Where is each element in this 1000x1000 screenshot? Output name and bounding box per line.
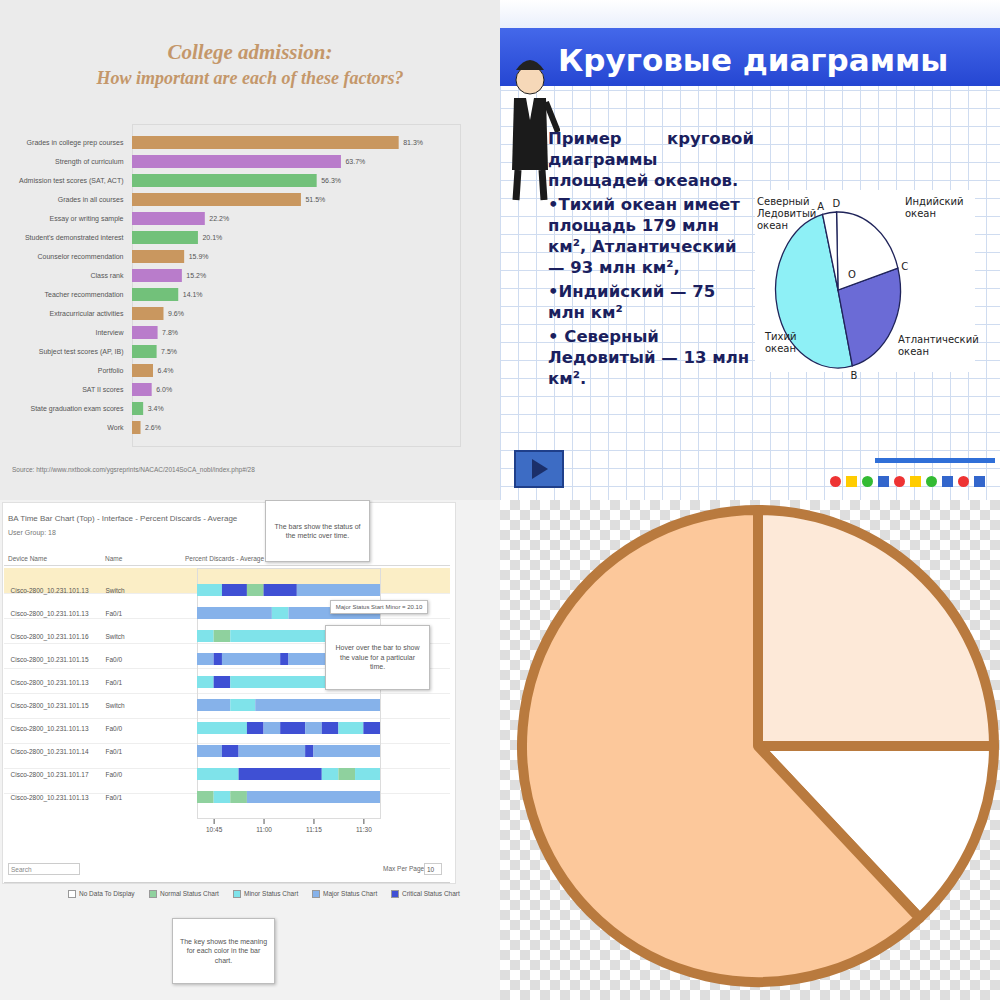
- svg-text:Cisco-2800_10.231.101.14: Cisco-2800_10.231.101.14: [11, 748, 89, 756]
- svg-text:Switch: Switch: [106, 587, 126, 594]
- svg-text:Cisco-2800_10.231.101.17: Cisco-2800_10.231.101.17: [11, 771, 89, 779]
- svg-text:B: B: [851, 370, 858, 381]
- svg-text:63.7%: 63.7%: [345, 158, 365, 165]
- svg-text:10:45: 10:45: [206, 826, 223, 833]
- svg-text:Индийскийокеан: Индийскийокеан: [905, 196, 963, 219]
- svg-text:Admission test scores (SAT, AC: Admission test scores (SAT, ACT): [19, 177, 124, 185]
- svg-text:Essay or writing sample: Essay or writing sample: [50, 215, 124, 223]
- svg-text:9.6%: 9.6%: [168, 310, 184, 317]
- svg-text:7.8%: 7.8%: [162, 329, 178, 336]
- html-text:How important are each of thes: How important are each of these factors?: [96, 68, 404, 88]
- svg-text:Fa0/1: Fa0/1: [106, 794, 123, 801]
- svg-text:Student's demonstrated interes: Student's demonstrated interest: [25, 234, 124, 241]
- svg-text:Cisco-2800_10.231.101.13: Cisco-2800_10.231.101.13: [11, 679, 89, 687]
- html-text:No Data To Display: No Data To Display: [79, 890, 135, 897]
- svg-text:Grades in college prep courses: Grades in college prep courses: [27, 139, 124, 147]
- html-text:Minor Status Chart: Minor Status Chart: [244, 890, 299, 897]
- svg-text:Strength of curriculum: Strength of curriculum: [55, 158, 124, 166]
- svg-text:O: O: [848, 269, 856, 280]
- svg-text:7.5%: 7.5%: [161, 348, 177, 355]
- svg-text:14.1%: 14.1%: [183, 291, 203, 298]
- svg-text:Cisco-2800_10.231.101.15: Cisco-2800_10.231.101.15: [11, 656, 89, 664]
- html-text:Hover over the bar to show the: Hover over the bar to show the value for…: [335, 644, 420, 671]
- html-text:User Group: 18: User Group: 18: [8, 529, 56, 536]
- html-text:Major Status Chart: Major Status Chart: [323, 890, 378, 897]
- svg-text:Work: Work: [107, 424, 124, 431]
- svg-text:11:00: 11:00: [256, 826, 272, 833]
- svg-text:Teacher recommendation: Teacher recommendation: [45, 291, 124, 298]
- svg-text:Cisco-2800_10.231.101.13: Cisco-2800_10.231.101.13: [11, 587, 89, 595]
- svg-text:Switch: Switch: [106, 702, 126, 709]
- svg-text:56.3%: 56.3%: [321, 177, 341, 184]
- html-text:Normal Status Chart: Normal Status Chart: [160, 890, 219, 897]
- html-text:Percent Discards - Average: Percent Discards - Average: [185, 555, 264, 562]
- svg-text:D: D: [833, 198, 841, 209]
- html-text:•Индийский — 75 млн км²: •Индийский — 75 млн км²: [548, 282, 716, 322]
- html-text:Major Status Start Minor = 20.: Major Status Start Minor = 20.10: [335, 604, 423, 610]
- svg-text:SAT II scores: SAT II scores: [82, 386, 124, 393]
- html-text:Device Name: Device Name: [8, 555, 47, 562]
- svg-text:Portfolio: Portfolio: [98, 367, 124, 374]
- svg-text:3.4%: 3.4%: [148, 405, 164, 412]
- svg-text:Cisco-2800_10.231.101.15: Cisco-2800_10.231.101.15: [11, 702, 89, 710]
- svg-text:State graduation exam scores: State graduation exam scores: [31, 405, 124, 413]
- svg-text:Fa0/0: Fa0/0: [106, 725, 123, 732]
- svg-text:20.1%: 20.1%: [202, 234, 222, 241]
- svg-text:Cisco-2800_10.231.101.13: Cisco-2800_10.231.101.13: [11, 725, 89, 733]
- svg-text:Fa0/1: Fa0/1: [106, 610, 123, 617]
- svg-text:11:15: 11:15: [306, 826, 322, 833]
- svg-text:A: A: [817, 201, 824, 212]
- svg-text:Extracurricular activities: Extracurricular activities: [50, 310, 124, 317]
- html-text:BA Time Bar Chart (Top) - Inte: BA Time Bar Chart (Top) - Interface - Pe…: [8, 514, 238, 523]
- svg-text:Switch: Switch: [106, 633, 126, 640]
- html-text:Search: Search: [11, 866, 32, 873]
- svg-text:Fa0/1: Fa0/1: [106, 679, 123, 686]
- svg-text:Cisco-2800_10.231.101.16: Cisco-2800_10.231.101.16: [11, 633, 89, 641]
- svg-text:Cisco-2800_10.231.101.13: Cisco-2800_10.231.101.13: [11, 610, 89, 618]
- svg-text:22.2%: 22.2%: [209, 215, 229, 222]
- html-text:Max Per Page: 10: Max Per Page: 10: [383, 865, 435, 873]
- html-text:Круговые диаграммы: Круговые диаграммы: [558, 42, 949, 78]
- html-text:Source: http://www.nxtbook.com: Source: http://www.nxtbook.com/ygsreprin…: [12, 466, 255, 473]
- svg-text:Subject test scores (AP, IB): Subject test scores (AP, IB): [39, 348, 124, 356]
- html-text:•Тихий океан имеет площадь 179: •Тихий океан имеет площадь 179 млн км², …: [548, 195, 740, 277]
- html-text:Name: Name: [105, 555, 123, 562]
- svg-text:Counselor recommendation: Counselor recommendation: [38, 253, 124, 260]
- svg-text:C: C: [901, 261, 908, 272]
- svg-text:Fa0/0: Fa0/0: [106, 656, 123, 663]
- svg-text:Cisco-2800_10.231.101.13: Cisco-2800_10.231.101.13: [11, 794, 89, 802]
- html-text:• Северный Ледовитый — 13 млн: • Северный Ледовитый — 13 млн км².: [548, 327, 750, 388]
- svg-text:51.5%: 51.5%: [305, 196, 325, 203]
- svg-text:15.9%: 15.9%: [189, 253, 209, 260]
- html-text:Critical Status Chart: Critical Status Chart: [402, 890, 460, 897]
- svg-text:Атлантическийокеан: Атлантическийокеан: [898, 334, 979, 357]
- svg-text:11:30: 11:30: [356, 826, 372, 833]
- svg-text:Fa0/1: Fa0/1: [106, 748, 123, 755]
- html-text:The bars show the status of th: The bars show the status of the metric o…: [274, 522, 361, 539]
- svg-text:СеверныйЛедовитыйокеан: СеверныйЛедовитыйокеан: [757, 196, 816, 231]
- html-text:The key shows the meaning for: The key shows the meaning for each color…: [179, 937, 268, 964]
- svg-text:81.3%: 81.3%: [403, 139, 423, 146]
- svg-text:15.2%: 15.2%: [186, 272, 206, 279]
- svg-text:2.6%: 2.6%: [145, 424, 161, 431]
- svg-text:Class rank: Class rank: [90, 272, 124, 279]
- svg-text:Тихийокеан: Тихийокеан: [764, 331, 797, 354]
- svg-text:Fa0/0: Fa0/0: [106, 771, 123, 778]
- svg-text:Interview: Interview: [95, 329, 124, 336]
- svg-text:6.0%: 6.0%: [156, 386, 172, 393]
- html-text:Пример круговой диаграммы площ: Пример круговой диаграммы площадей океан…: [548, 129, 754, 190]
- html-text:College admission:: College admission:: [167, 40, 333, 64]
- svg-text:Grades in all courses: Grades in all courses: [58, 196, 124, 203]
- svg-text:6.4%: 6.4%: [157, 367, 173, 374]
